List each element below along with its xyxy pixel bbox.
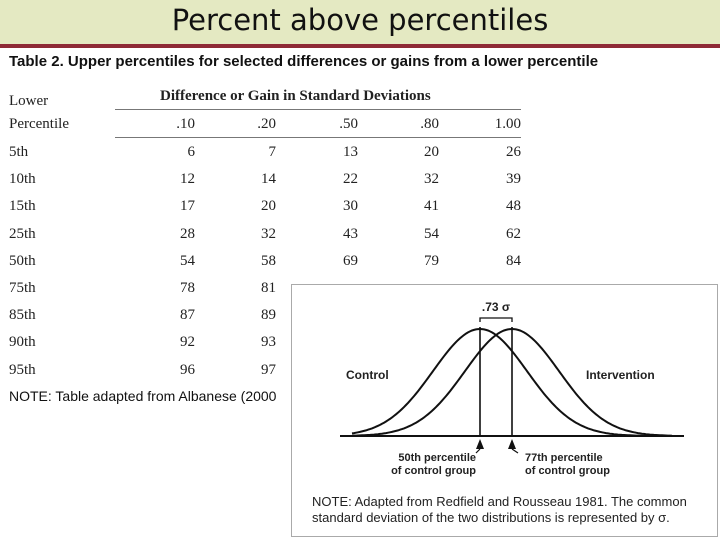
figure-note: NOTE: Adapted from Redfield and Rousseau… bbox=[312, 494, 687, 525]
table-cell: 30 bbox=[343, 198, 358, 215]
row-label: 95th bbox=[9, 361, 36, 378]
row-label: 75th bbox=[9, 280, 36, 296]
right-marker-stem bbox=[511, 448, 519, 454]
left-marker-label: of control group bbox=[391, 465, 476, 477]
arrow-up-icon bbox=[476, 439, 484, 449]
row-label: 85th bbox=[9, 307, 36, 324]
table-cell: 32 bbox=[424, 171, 439, 188]
table-note: NOTE: Table adapted from Albanese (2000 bbox=[9, 388, 277, 404]
table-cell: 17 bbox=[180, 198, 195, 215]
column-header: 1.00 bbox=[494, 116, 521, 132]
row-label: 10th bbox=[9, 171, 36, 188]
row-label: 50th bbox=[9, 252, 36, 269]
table-cell: 43 bbox=[343, 225, 358, 242]
row-label: 90th bbox=[9, 334, 36, 351]
left-marker-stem bbox=[475, 448, 481, 454]
table-cell: 54 bbox=[180, 252, 195, 269]
row-label: 5th bbox=[9, 144, 29, 160]
intervention-label: Intervention bbox=[586, 368, 655, 382]
distribution-diagram: .73 σ Control Intervention 50th percenti… bbox=[340, 300, 684, 477]
table-cell: 20 bbox=[424, 144, 439, 160]
table-cell: 12 bbox=[180, 171, 195, 188]
control-label: Control bbox=[346, 368, 389, 382]
table-cell: 58 bbox=[261, 252, 276, 269]
column-header: .50 bbox=[339, 116, 358, 132]
table-cell: 79 bbox=[424, 252, 439, 269]
table-cell: 84 bbox=[506, 252, 521, 269]
sigma-bracket bbox=[479, 317, 513, 322]
table-heading: Table 2. Upper percentiles for selected … bbox=[9, 53, 599, 70]
right-marker-label: of control group bbox=[525, 465, 610, 477]
table-cell: 28 bbox=[180, 225, 195, 242]
table-rule-header bbox=[115, 137, 521, 138]
table-cell: 26 bbox=[506, 144, 521, 160]
right-marker-label: 77th percentile bbox=[525, 452, 603, 464]
table-cell: 89 bbox=[261, 307, 276, 324]
column-header: .10 bbox=[176, 116, 195, 132]
column-header-percentile: Percentile bbox=[9, 116, 69, 132]
row-label: 25th bbox=[9, 225, 36, 242]
row-label: 15th bbox=[9, 198, 36, 215]
table-cell: 81 bbox=[261, 280, 276, 296]
table-cell: 97 bbox=[261, 361, 276, 378]
sigma-label: .73 σ bbox=[482, 300, 510, 314]
table-cell: 62 bbox=[506, 225, 521, 242]
table-cell: 48 bbox=[506, 198, 521, 215]
table-cell: 6 bbox=[187, 144, 196, 160]
column-header-lower: Lower bbox=[9, 93, 49, 109]
table-cell: 13 bbox=[343, 144, 358, 160]
table-cell: 20 bbox=[261, 198, 276, 215]
table-cell: 87 bbox=[180, 307, 195, 324]
column-header: .20 bbox=[257, 116, 276, 132]
table-cell: 78 bbox=[180, 280, 195, 296]
distribution-figure: .73 σ Control Intervention 50th percenti… bbox=[291, 284, 718, 537]
table-cell: 22 bbox=[343, 171, 358, 188]
title-bar bbox=[0, 0, 720, 44]
column-header-difference-or-gain: Difference or Gain in Standard Deviation… bbox=[160, 88, 431, 104]
left-marker-label: 50th percentile bbox=[398, 452, 476, 464]
arrow-up-icon bbox=[508, 439, 516, 449]
table-cell: 93 bbox=[261, 334, 276, 351]
table-cell: 32 bbox=[261, 225, 276, 242]
page-title: Percent above percentiles bbox=[171, 3, 549, 37]
table-cell: 41 bbox=[424, 198, 439, 215]
table-cell: 69 bbox=[343, 252, 358, 269]
table-cell: 54 bbox=[424, 225, 439, 242]
column-header: .80 bbox=[420, 116, 439, 132]
table-rule-top bbox=[115, 109, 521, 110]
table-cell: 96 bbox=[180, 361, 195, 378]
table-cell: 39 bbox=[506, 171, 521, 188]
table-cell: 92 bbox=[180, 334, 195, 351]
title-divider bbox=[0, 44, 720, 48]
table-cell: 14 bbox=[261, 171, 276, 188]
table-cell: 7 bbox=[268, 144, 277, 160]
